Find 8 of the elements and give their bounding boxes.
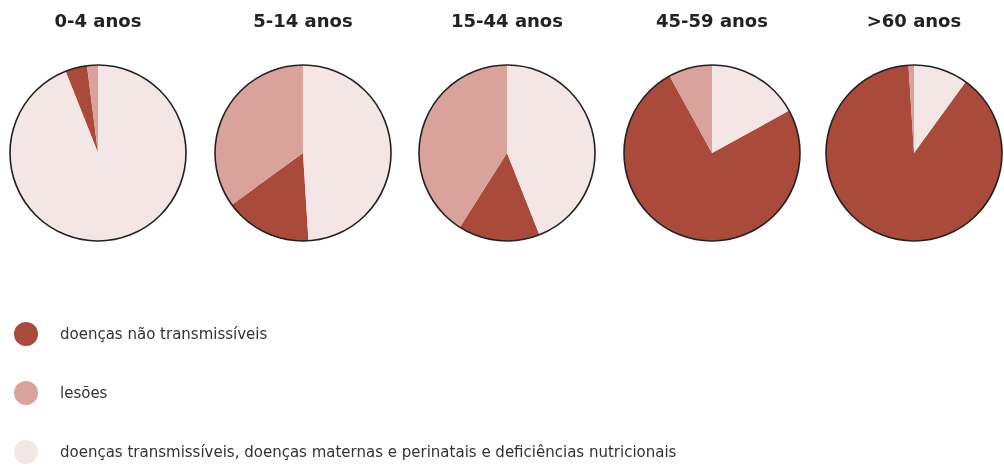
legend-label: lesões (60, 383, 108, 402)
chart-title: 15-44 anos (450, 10, 564, 31)
legend-label: doenças transmissíveis, doenças maternas e perinatais e deficiências nutricionais (60, 442, 677, 461)
legend-label: doenças não transmissíveis (60, 324, 268, 343)
chart-title: >60 anos (865, 10, 963, 31)
chart-title: 45-59 anos (655, 10, 769, 31)
chart-title: 5-14 anos (252, 10, 354, 31)
chart-title: 0-4 anos (53, 10, 143, 31)
